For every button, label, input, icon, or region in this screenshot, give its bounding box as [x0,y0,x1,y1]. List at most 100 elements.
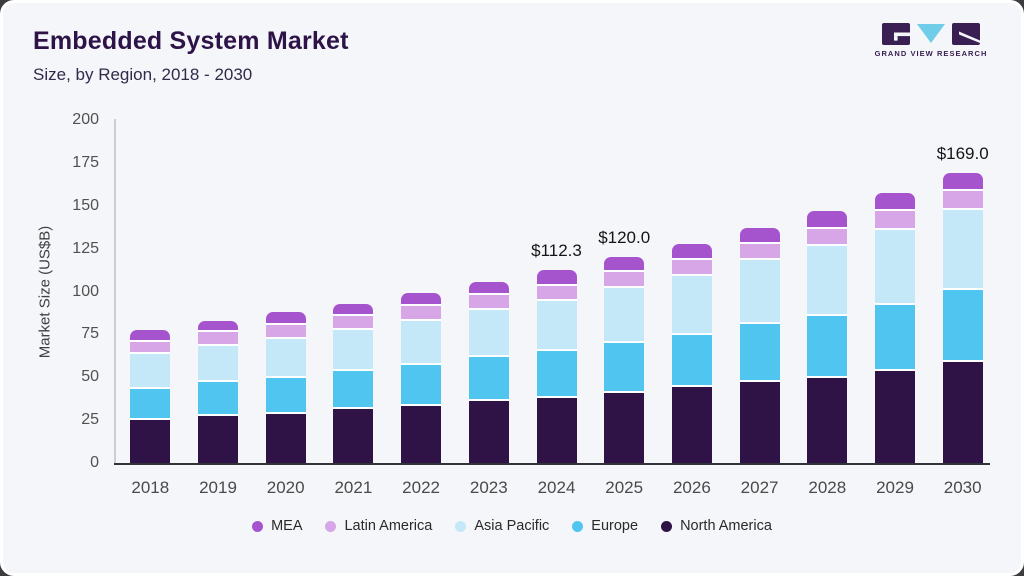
legend-item-asia-pacific[interactable]: Asia Pacific [455,518,549,534]
data-label-2024: $112.3 [531,241,582,261]
bar-segment-mea-2022[interactable] [401,293,442,305]
bar-segment-north-america-2018[interactable] [130,417,171,463]
bar-segment-asia-pacific-2024[interactable] [536,298,577,349]
data-label-2030: $169.0 [936,144,989,164]
x-axis-line [114,463,990,465]
x-tick-label-2025: 2025 [605,478,644,497]
bar-segment-mea-2029[interactable] [875,192,915,210]
bar-segment-mea-2024[interactable] [536,270,577,285]
bar-segment-mea-2023[interactable] [468,282,509,294]
bar-segment-latin-america-2024[interactable] [536,284,577,299]
bar-segment-north-america-2021[interactable] [333,407,374,463]
bar-segment-europe-2020[interactable] [265,375,306,412]
bar-segment-latin-america-2023[interactable] [468,293,509,308]
bar-segment-mea-2026[interactable] [671,244,712,259]
bar-segment-latin-america-2018[interactable] [130,339,171,352]
y-tick-label-75: 75 [81,325,99,343]
x-tick-label-2026: 2026 [672,478,711,497]
y-tick-label-150: 150 [72,196,99,214]
bar-segment-europe-2024[interactable] [536,348,577,397]
bar-segment-north-america-2025[interactable] [604,390,645,463]
legend-dot-asia-pacific [455,520,467,532]
legend-item-mea[interactable]: MEA [252,518,302,534]
bar-segment-latin-america-2026[interactable] [671,258,712,274]
y-tick-label-200: 200 [72,111,99,128]
bar-segment-north-america-2022[interactable] [401,403,442,463]
bar-segment-mea-2030[interactable] [942,173,983,190]
legend-label-europe: Europe [591,518,639,534]
bar-segment-latin-america-2030[interactable] [942,189,983,209]
legend-item-north-america[interactable]: North America [661,518,772,534]
legend-item-latin-america[interactable]: Latin America [325,518,432,534]
legend-dot-north-america [661,520,673,532]
bar-segment-asia-pacific-2030[interactable] [942,208,983,289]
bar-segment-asia-pacific-2023[interactable] [468,307,509,355]
bar-segment-europe-2018[interactable] [130,386,171,418]
bar-segment-europe-2026[interactable] [671,332,712,385]
bar-segment-latin-america-2025[interactable] [604,270,645,286]
bar-segment-europe-2021[interactable] [333,368,374,408]
bar-segment-mea-2025[interactable] [604,257,645,271]
x-tick-label-2028: 2028 [808,478,847,497]
bar-segment-mea-2021[interactable] [333,303,374,314]
bar-segment-latin-america-2021[interactable] [333,313,374,328]
bar-segment-asia-pacific-2025[interactable] [604,285,645,342]
stacked-bar-chart: Market Size (US$B) $112.3 $120.0 $169.0 ME… [3,3,1021,573]
bar-segment-europe-2029[interactable] [875,302,915,369]
y-axis-line [114,119,116,463]
bar-segment-europe-2028[interactable] [807,313,848,376]
legend-item-europe[interactable]: Europe [572,518,638,534]
bar-segment-north-america-2026[interactable] [671,384,712,463]
x-tick-label-2020: 2020 [266,478,305,497]
bar-segment-mea-2020[interactable] [265,312,306,324]
bar-segment-north-america-2024[interactable] [536,396,577,463]
bar-segment-asia-pacific-2019[interactable] [198,343,238,380]
y-tick-label-25: 25 [81,411,99,429]
bar-segment-europe-2030[interactable] [942,288,983,361]
bar-segment-north-america-2020[interactable] [265,411,306,463]
bar-segment-north-america-2030[interactable] [942,360,983,463]
page-subtitle: Size, by Region, 2018 - 2030 [33,65,253,84]
bar-segment-asia-pacific-2020[interactable] [265,336,306,376]
bar-segment-asia-pacific-2022[interactable] [401,318,442,363]
bar-segment-latin-america-2020[interactable] [265,323,306,337]
legend-label-latin-america: Latin America [344,518,433,534]
bar-segment-mea-2018[interactable] [130,330,171,340]
bar-segment-north-america-2029[interactable] [875,368,915,463]
bar-segment-asia-pacific-2021[interactable] [333,327,374,369]
bar-segment-mea-2028[interactable] [807,210,848,228]
legend-dot-mea [252,520,264,532]
brand-name: GRAND VIEW RESEARCH [874,49,988,58]
bar-segment-latin-america-2022[interactable] [401,304,442,319]
bar-segment-north-america-2019[interactable] [198,414,238,463]
y-tick-label-125: 125 [72,239,99,257]
x-tick-label-2019: 2019 [199,478,237,497]
bar-segment-europe-2022[interactable] [401,362,442,404]
bar-segment-europe-2023[interactable] [468,354,509,399]
bar-segment-latin-america-2019[interactable] [198,330,238,344]
bar-segment-mea-2027[interactable] [739,228,780,242]
bar-segment-asia-pacific-2018[interactable] [130,351,171,387]
bar-segment-europe-2027[interactable] [739,322,780,380]
x-tick-label-2027: 2027 [740,478,779,497]
data-label-2025: $120.0 [598,228,651,248]
bar-segment-europe-2025[interactable] [604,341,645,391]
bar-segment-asia-pacific-2026[interactable] [671,273,712,333]
legend-label-north-america: North America [680,518,772,534]
bar-segment-mea-2019[interactable] [198,320,238,331]
bar-segment-asia-pacific-2028[interactable] [807,244,848,314]
bar-segment-north-america-2028[interactable] [807,375,848,463]
bar-segment-asia-pacific-2029[interactable] [875,228,915,303]
x-tick-label-2021: 2021 [334,478,373,497]
bar-segment-north-america-2027[interactable] [739,379,780,463]
bar-segment-latin-america-2028[interactable] [807,227,848,245]
bar-segment-latin-america-2027[interactable] [739,241,780,259]
x-tick-label-2030: 2030 [943,478,982,497]
bar-segment-asia-pacific-2027[interactable] [739,258,780,323]
bar-segment-north-america-2023[interactable] [468,398,509,463]
bar-segment-latin-america-2029[interactable] [875,209,915,229]
bar-segment-europe-2019[interactable] [198,379,238,415]
x-tick-label-2024: 2024 [537,478,576,497]
legend-label-asia-pacific: Asia Pacific [474,518,550,534]
